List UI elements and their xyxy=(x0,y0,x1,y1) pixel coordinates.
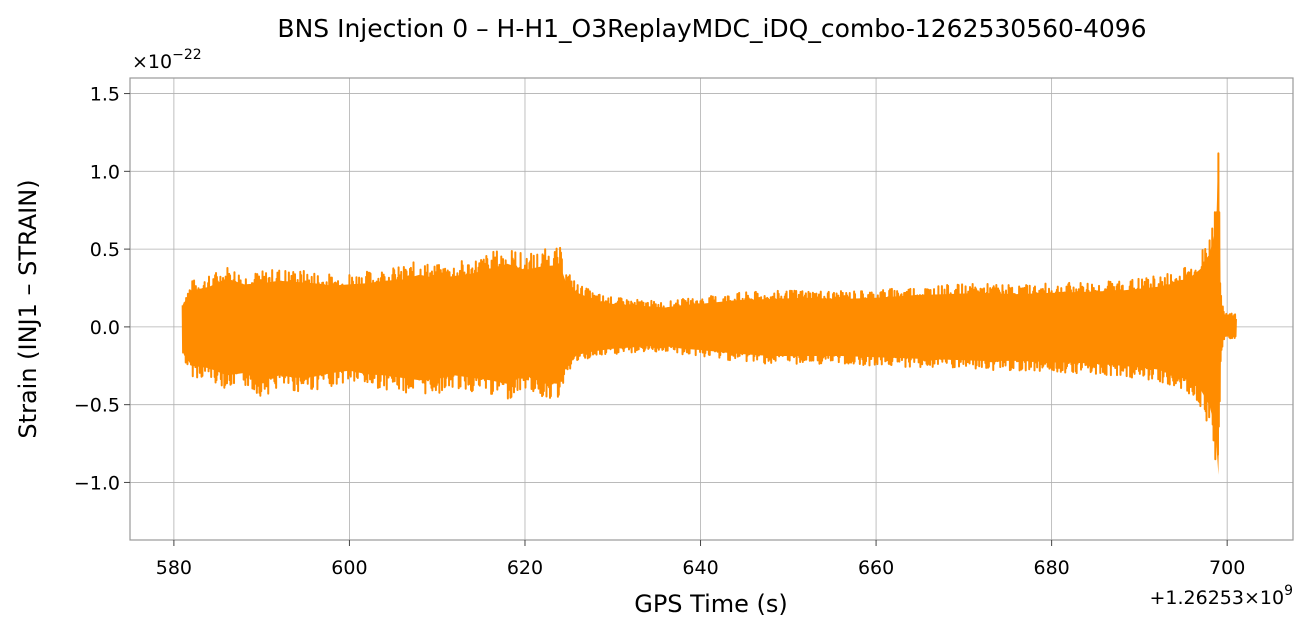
x-tick-label: 680 xyxy=(1033,557,1069,579)
x-tick-label: 640 xyxy=(682,557,718,579)
x-tick-label: 600 xyxy=(331,557,367,579)
x-axis-label: GPS Time (s) xyxy=(634,590,788,618)
x-tick-label: 580 xyxy=(156,557,192,579)
y-axis-scale-factor: ×10−22 xyxy=(132,47,202,73)
y-tick-label: 1.0 xyxy=(90,161,120,183)
chart-title: BNS Injection 0 – H-H1_O3ReplayMDC_iDQ_c… xyxy=(277,14,1146,43)
y-tick-label: 0.5 xyxy=(90,239,120,261)
y-tick-label: 1.5 xyxy=(90,84,120,106)
x-axis-offset: +1.26253×109 xyxy=(1149,583,1293,609)
y-tick-label: 0.0 xyxy=(90,317,120,339)
y-axis-label: Strain (INJ1 – STRAIN) xyxy=(14,179,42,438)
y-axis-ticks: −1.0 −0.5 0.0 0.5 1.0 1.5 xyxy=(74,84,130,494)
plot-frame xyxy=(129,77,1294,541)
y-tick-label: −1.0 xyxy=(74,472,120,494)
x-tick-label: 660 xyxy=(858,557,894,579)
x-tick-label: 700 xyxy=(1209,557,1245,579)
y-tick-label: −0.5 xyxy=(74,395,120,417)
x-axis-ticks: 580 600 620 640 660 680 700 xyxy=(156,540,1245,579)
x-tick-label: 620 xyxy=(507,557,543,579)
strain-envelope xyxy=(182,150,1236,475)
strain-series xyxy=(181,150,1237,475)
